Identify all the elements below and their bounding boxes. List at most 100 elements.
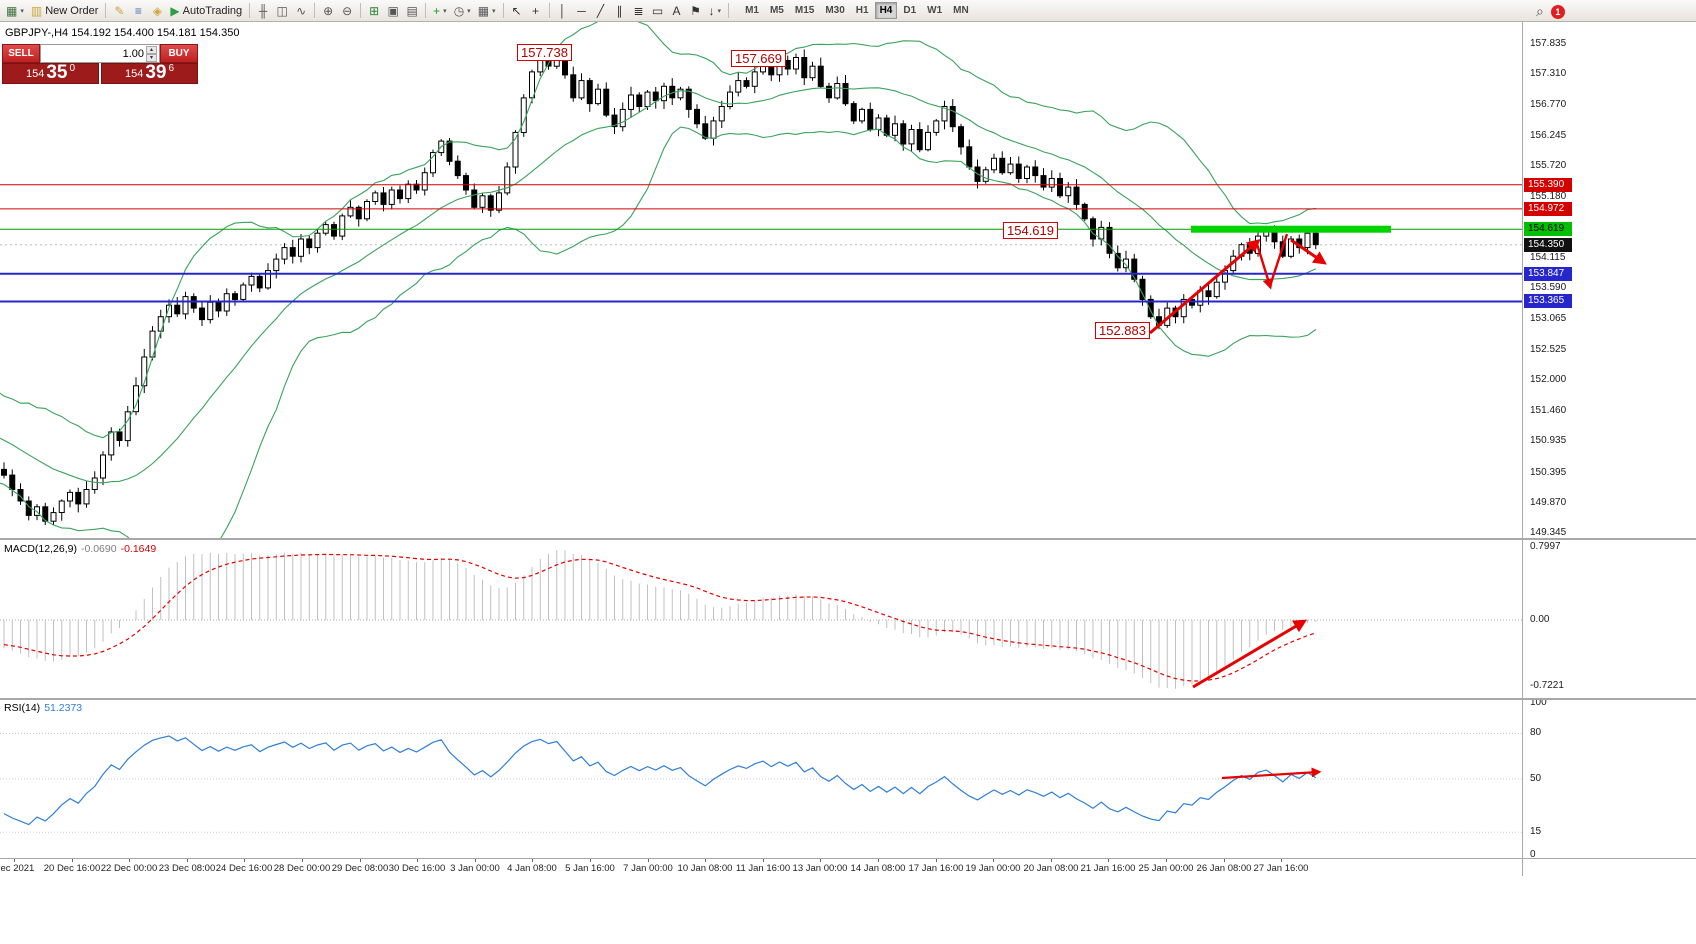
periods-button[interactable]: ◷ ▾: [453, 3, 471, 18]
time-label: 24 Dec 16:00: [215, 863, 273, 874]
time-label: 26 Jan 08:00: [1196, 863, 1252, 874]
panel-separator[interactable]: [0, 538, 1696, 540]
timeframe-h1[interactable]: H1: [855, 5, 869, 16]
timeframe-h4[interactable]: H4: [874, 2, 898, 19]
buy-price[interactable]: 154 39 6: [101, 63, 198, 84]
timeframe-mn[interactable]: MN: [953, 5, 969, 16]
price-tick: 156.245: [1530, 130, 1567, 141]
price-tick: 150.935: [1530, 435, 1567, 446]
market-watch-button[interactable]: ≡: [134, 3, 142, 18]
arrows-button[interactable]: ↓ ▾: [708, 3, 722, 18]
navigator-button[interactable]: ◈: [152, 3, 162, 18]
time-tick: [1051, 859, 1052, 862]
tile-horizontal-button[interactable]: ▤: [406, 3, 418, 18]
macd-scale-tick: 0.7997: [1530, 541, 1561, 552]
cascade-windows-button[interactable]: ▣: [387, 3, 399, 18]
toolbar-separator: [502, 3, 504, 18]
timeframe-m5[interactable]: M5: [769, 5, 784, 16]
level-price-tag: 154.972: [1524, 202, 1572, 216]
price-chart[interactable]: [0, 22, 1522, 538]
new-order-button[interactable]: ▥ New Order: [30, 3, 99, 18]
toolbar-separator: [548, 3, 550, 18]
volume-down-button[interactable]: ▾: [146, 53, 157, 62]
toolbar-left: ▦ ▾ ▥ New Order ✎ ≡ ◈ ▶ AutoTrading ╫ ◫ ∿ ⊕ ⊖ ⊞ ▣ ▤ + ▾ ◷ ▾ ▦…: [3, 2, 732, 20]
volume-field[interactable]: 1.00 ▴ ▾: [40, 44, 160, 63]
toolbar-separator: [360, 3, 362, 18]
zoom-out-button[interactable]: ⊖: [342, 3, 353, 18]
volume-up-button[interactable]: ▴: [146, 45, 157, 54]
time-label: 28 Dec 00:00: [273, 863, 331, 874]
trendline-button[interactable]: ╱: [596, 3, 605, 18]
fibonacci-button[interactable]: ≣: [633, 3, 644, 18]
macd-value-main: -0.0690: [80, 543, 117, 555]
price-annotation[interactable]: 157.669: [731, 50, 786, 67]
horizontal-line-button[interactable]: ─: [577, 3, 586, 18]
level-price-tag: 154.619: [1524, 222, 1572, 236]
time-label: 19 Jan 00:00: [965, 863, 1021, 874]
cursor-button[interactable]: ↖: [511, 3, 522, 18]
macd-value-signal: -0.1649: [120, 543, 157, 555]
panel-separator[interactable]: [0, 698, 1696, 700]
time-tick: [532, 859, 533, 862]
price-scale[interactable]: 157.835 157.310 156.770 156.245 155.720 155.1…: [1523, 0, 1695, 944]
toolbar-separator: [249, 3, 251, 18]
time-tick: [648, 859, 649, 862]
channel-button[interactable]: ∥: [616, 3, 623, 18]
price-annotation[interactable]: 152.883: [1095, 322, 1150, 339]
price-tick: 152.000: [1530, 374, 1567, 385]
timeframe-m1[interactable]: M1: [745, 5, 759, 16]
vertical-line-button[interactable]: │: [558, 3, 567, 18]
candlestick-chart-button[interactable]: ◫: [276, 3, 288, 18]
price-tick: 149.345: [1530, 527, 1567, 538]
autotrading-button[interactable]: ▶ AutoTrading: [170, 3, 243, 18]
price-tick: 151.460: [1530, 405, 1567, 416]
time-tick: [878, 859, 879, 862]
rsi-scale-tick: 100: [1530, 697, 1547, 708]
label-button[interactable]: ⚑: [690, 3, 701, 18]
rsi-name: RSI(14): [4, 702, 41, 714]
toolbar: ▦ ▾ ▥ New Order ✎ ≡ ◈ ▶ AutoTrading ╫ ◫ ∿ ⊕ ⊖ ⊞ ▣ ▤ + ▾ ◷ ▾ ▦…: [0, 0, 1696, 22]
sell-price[interactable]: 154 35 0: [2, 63, 99, 84]
tile-windows-button[interactable]: ⊞: [369, 3, 380, 18]
timeframe-d1[interactable]: D1: [903, 5, 917, 16]
notification-badge[interactable]: 1: [1550, 4, 1565, 19]
price-annotation[interactable]: 154.619: [1003, 222, 1058, 239]
time-label: 29 Dec 08:00: [331, 863, 389, 874]
indicators-button[interactable]: + ▾: [433, 3, 447, 18]
search-icon[interactable]: ⌕: [1536, 3, 1544, 19]
timeframe-m30[interactable]: M30: [825, 5, 845, 16]
time-label: 20 Dec 16:00: [43, 863, 101, 874]
toolbar-separator: [105, 3, 107, 18]
time-tick: [763, 859, 764, 862]
crosshair-button[interactable]: +: [532, 3, 540, 18]
macd-chart[interactable]: [0, 540, 1522, 698]
chart-title: GBPJPY-,H4 154.192 154.400 154.181 154.3…: [5, 27, 240, 39]
line-chart-button[interactable]: ∿: [296, 3, 307, 18]
text-button[interactable]: A: [672, 3, 681, 18]
rsi-chart[interactable]: [0, 700, 1522, 858]
time-tick: [360, 859, 361, 862]
price-tick: 157.835: [1530, 38, 1567, 49]
metaeditor-button[interactable]: ✎: [114, 3, 125, 18]
templates-button[interactable]: ▦ ▾: [477, 3, 496, 18]
timeframe-m15[interactable]: M15: [794, 5, 815, 16]
macd-indicator-label: MACD(12,26,9) -0.0690 -0.1649: [4, 543, 156, 555]
time-tick: [993, 859, 994, 862]
sell-button[interactable]: SELL: [2, 44, 40, 63]
macd-scale-tick: -0.7221: [1530, 680, 1564, 691]
level-price-tag: 155.390: [1524, 178, 1572, 192]
time-tick: [590, 859, 591, 862]
new-chart-button[interactable]: ▦ ▾: [6, 3, 24, 18]
buy-button[interactable]: BUY: [160, 44, 198, 63]
shapes-button[interactable]: ▭: [651, 3, 664, 18]
bar-chart-button[interactable]: ╫: [258, 3, 268, 18]
timeframe-w1[interactable]: W1: [927, 5, 943, 16]
time-label: 13 Jan 00:00: [792, 863, 848, 874]
time-label: 21 Jan 16:00: [1080, 863, 1136, 874]
time-label: 10 Jan 08:00: [677, 863, 733, 874]
price-annotation[interactable]: 157.738: [517, 44, 572, 61]
rsi-scale-tick: 15: [1530, 826, 1542, 837]
zoom-in-button[interactable]: ⊕: [323, 3, 334, 18]
price-tick: 152.525: [1530, 344, 1567, 355]
